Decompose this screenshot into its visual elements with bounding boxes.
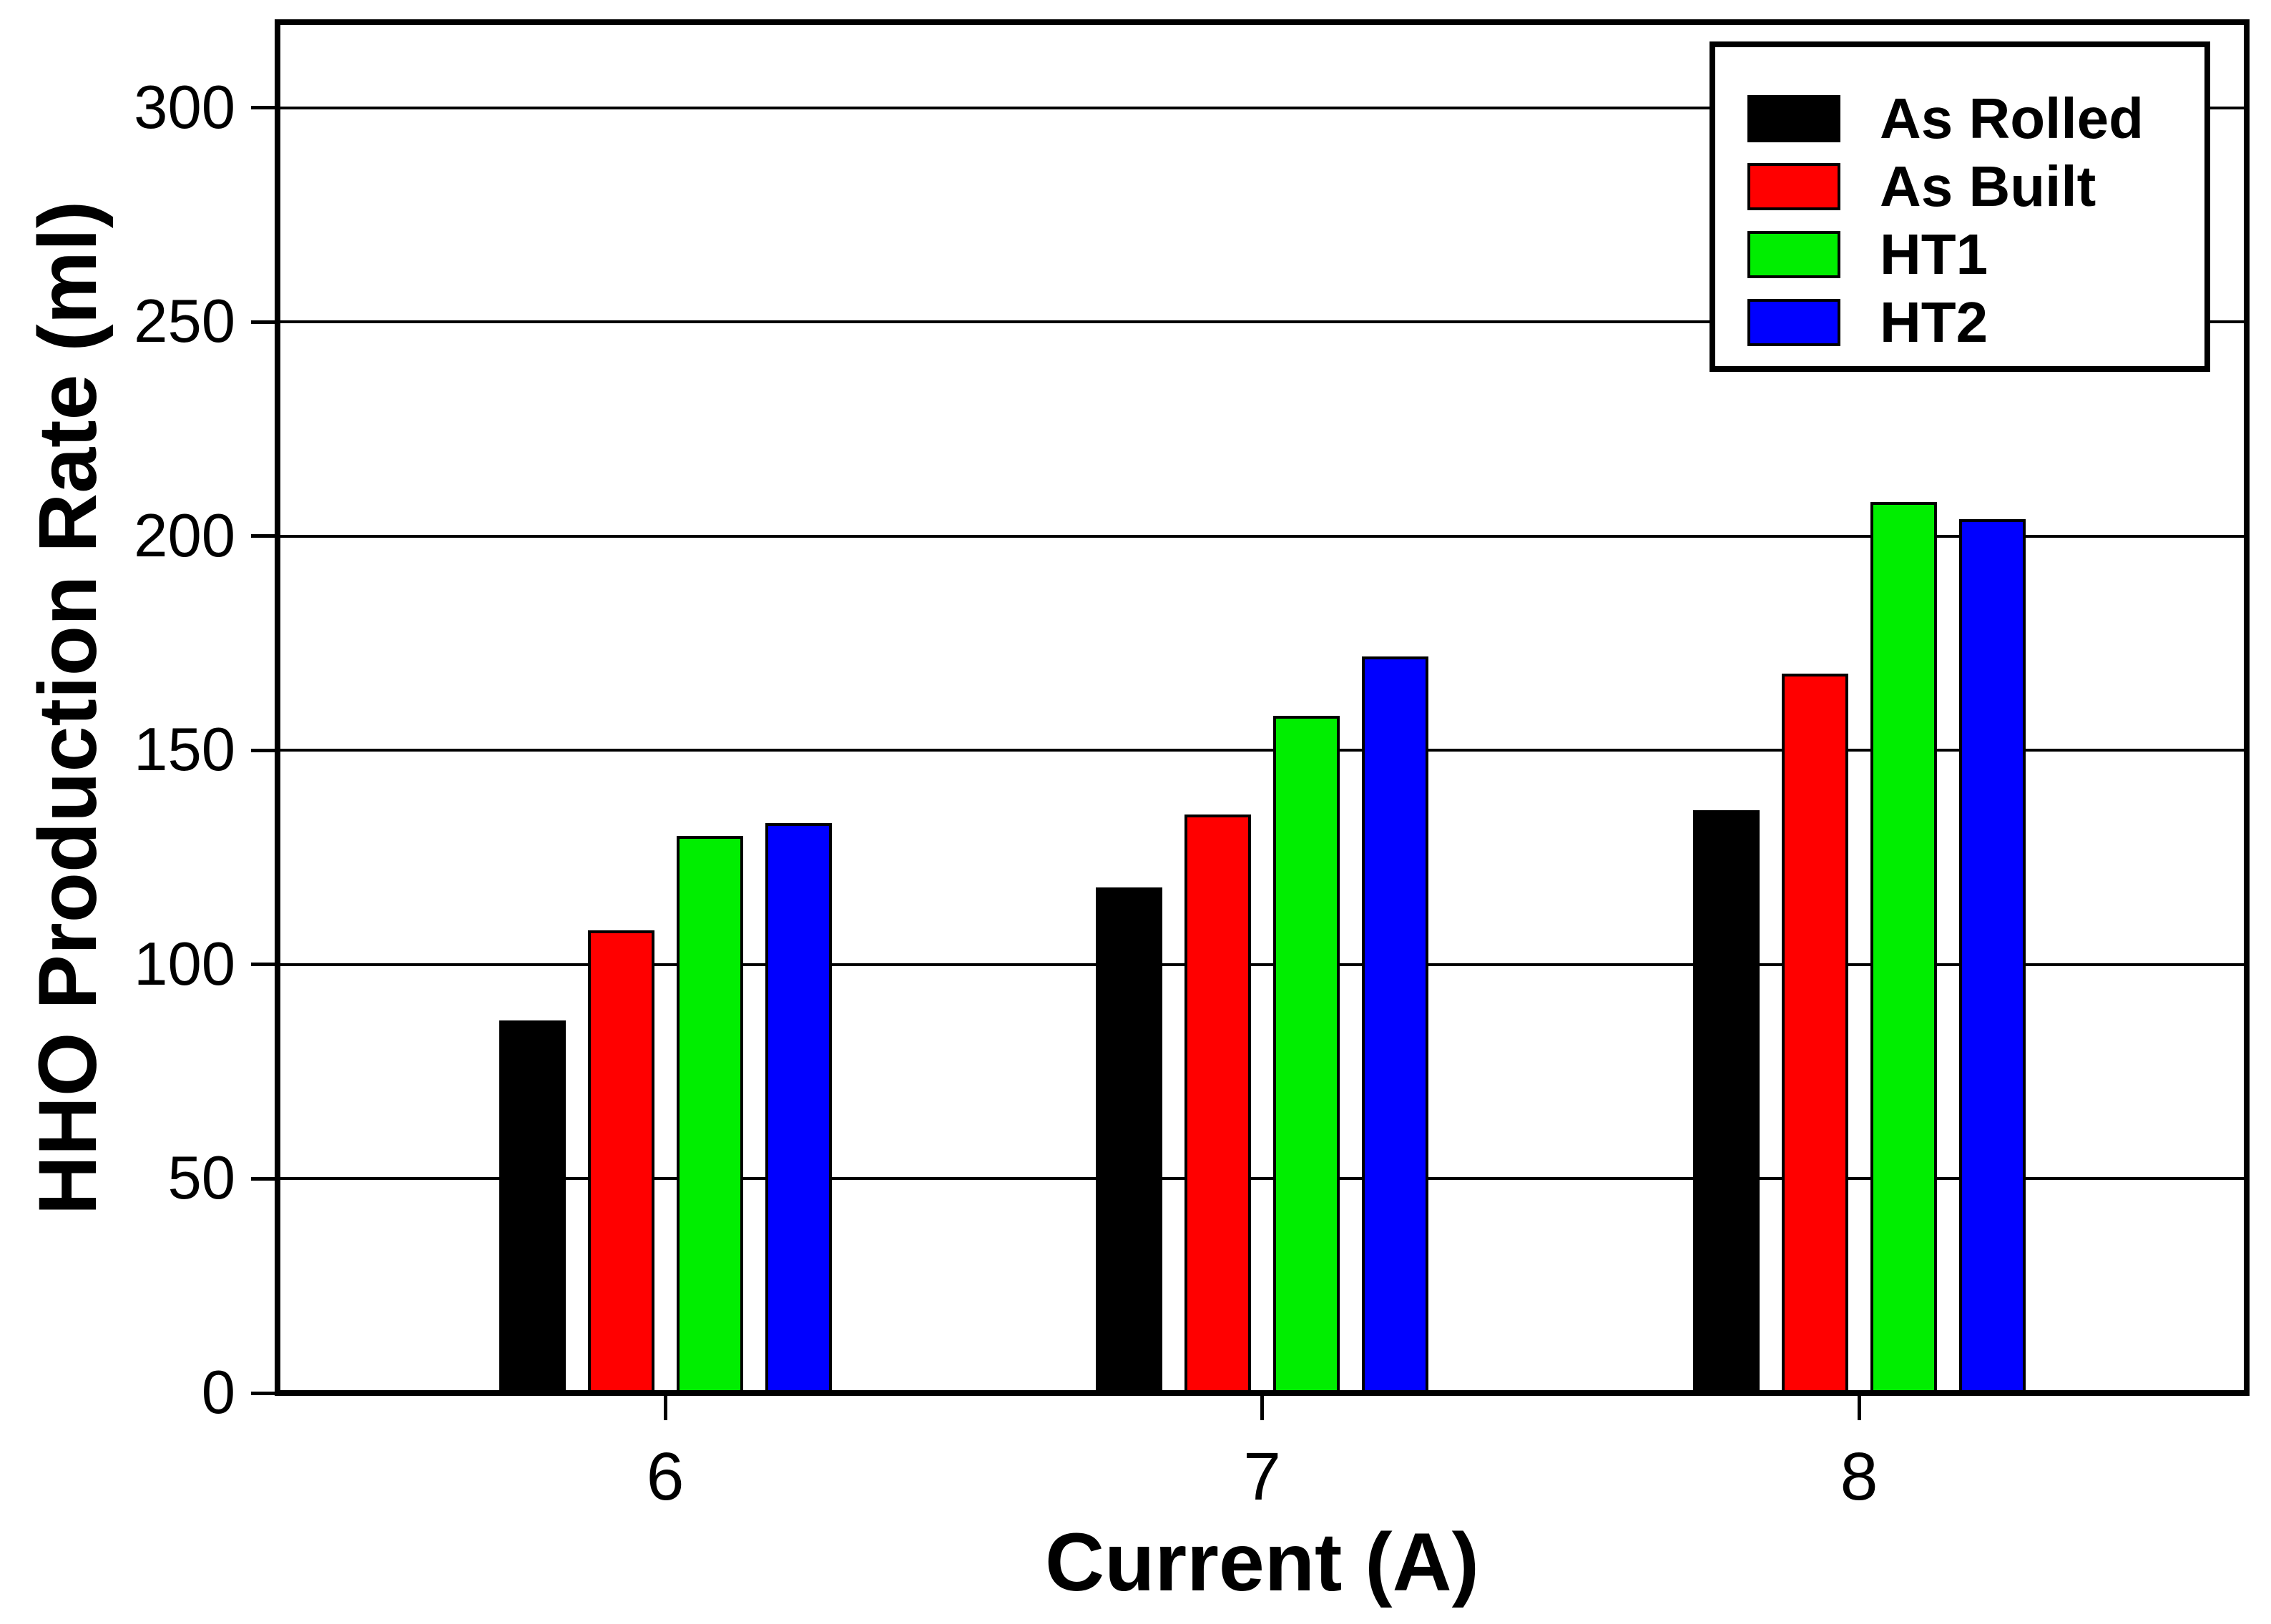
x-tick-7 [1260, 1396, 1264, 1420]
y-tick-label-150: 150 [134, 716, 235, 784]
gridline-100 [280, 963, 2244, 966]
x-category-label-8: 8 [1840, 1439, 1878, 1515]
y-tick-label-200: 200 [134, 501, 235, 570]
legend-swatch-ht1 [1747, 231, 1840, 278]
bar-ht2-8 [1958, 518, 2026, 1393]
bar-ht1-6 [676, 836, 743, 1393]
y-tick-300 [251, 106, 275, 110]
y-tick-200 [251, 534, 275, 538]
bar-as-built-6 [587, 930, 654, 1393]
bar-ht1-7 [1273, 716, 1340, 1393]
bar-as-rolled-8 [1692, 810, 1760, 1393]
bar-as-rolled-6 [499, 1020, 566, 1393]
y-tick-100 [251, 963, 275, 967]
legend: As Rolled As Built HT1 HT2 [1710, 41, 2210, 372]
y-tick-0 [251, 1391, 275, 1395]
bar-ht1-8 [1870, 501, 1937, 1393]
x-tick-8 [1857, 1396, 1861, 1420]
legend-label-ht2: HT2 [1880, 290, 1988, 354]
legend-swatch-as-rolled [1747, 95, 1840, 142]
plot-frame [275, 19, 2250, 1396]
legend-label-as-rolled: As Rolled [1880, 87, 2144, 150]
bar-as-rolled-7 [1096, 887, 1162, 1393]
gridline-250 [280, 320, 2244, 324]
x-category-label-6: 6 [646, 1439, 685, 1515]
gridline-150 [280, 749, 2244, 752]
gridline-200 [280, 534, 2244, 538]
legend-label-as-built: As Built [1880, 154, 2096, 218]
y-tick-250 [251, 320, 275, 324]
legend-label-ht1: HT1 [1880, 222, 1988, 286]
y-tick-label-100: 100 [134, 930, 235, 998]
x-axis-title: Current (A) [1045, 1517, 1479, 1608]
y-tick-150 [251, 748, 275, 752]
y-tick-50 [251, 1176, 275, 1181]
y-tick-label-250: 250 [134, 287, 235, 356]
x-tick-6 [663, 1396, 667, 1420]
legend-swatch-as-built [1747, 163, 1840, 210]
y-tick-label-50: 50 [167, 1144, 235, 1213]
x-category-label-7: 7 [1243, 1439, 1281, 1515]
bar-ht2-6 [765, 823, 832, 1393]
y-tick-label-0: 0 [201, 1359, 235, 1427]
gridline-50 [280, 1177, 2244, 1181]
gridline-300 [280, 106, 2244, 109]
legend-swatch-ht2 [1747, 299, 1840, 346]
y-tick-label-300: 300 [134, 73, 235, 142]
